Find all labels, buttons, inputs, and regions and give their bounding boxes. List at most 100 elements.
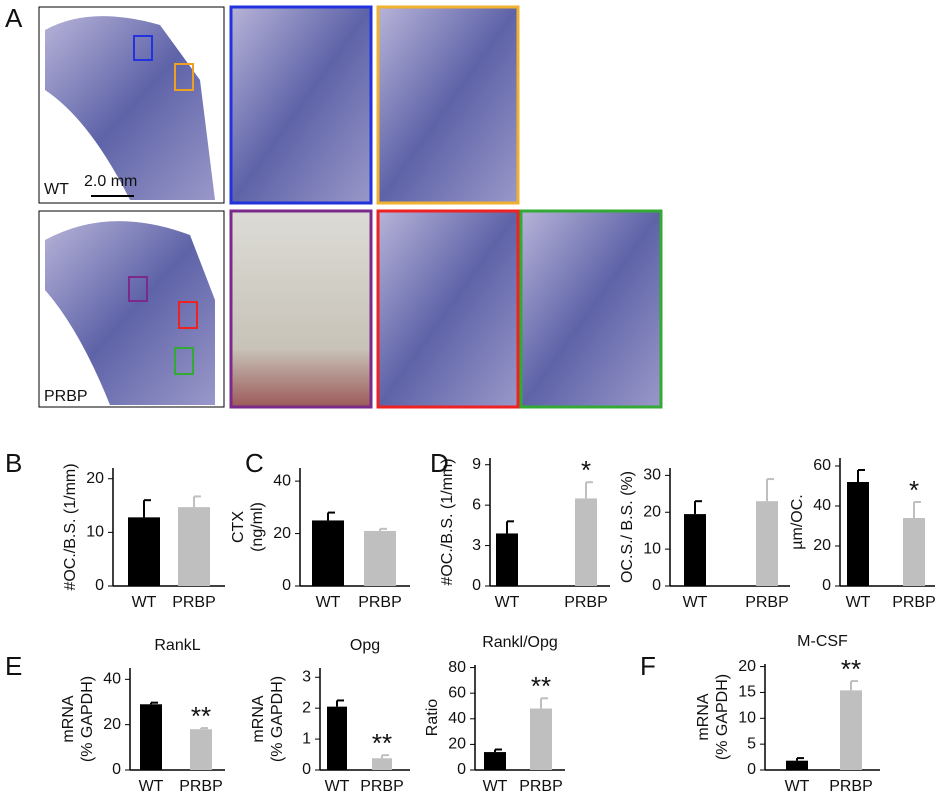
image xyxy=(376,209,520,409)
bar xyxy=(575,498,597,586)
y-tick-label: 3 xyxy=(302,668,311,685)
bar xyxy=(840,690,862,770)
histology-images xyxy=(38,5,663,409)
y-tick-label: 40 xyxy=(273,472,291,489)
bar xyxy=(178,507,210,586)
image xyxy=(229,5,373,205)
y-tick-label: 0 xyxy=(95,577,104,594)
x-tick-label: WT xyxy=(846,594,871,611)
y-tick-label: 20 xyxy=(103,716,121,733)
y-axis-label: Ratio xyxy=(424,699,441,736)
y-axis-label: µm/OC. xyxy=(789,494,806,549)
y-tick-label: 40 xyxy=(448,710,466,727)
image xyxy=(376,5,520,205)
y-tick-label: 20 xyxy=(738,658,756,675)
y-tick-label: 10 xyxy=(643,540,661,557)
panel-letter: E xyxy=(5,651,22,681)
panel-letter: A xyxy=(5,3,23,33)
significance: ** xyxy=(372,728,392,758)
significance: * xyxy=(909,475,919,505)
y-axis-label: CTX xyxy=(230,511,247,543)
y-axis-label: mRNA xyxy=(695,693,712,740)
bar xyxy=(128,517,160,586)
y-tick-label: 6 xyxy=(472,496,481,513)
image-label: PRBP xyxy=(44,388,88,405)
y-tick-label: 30 xyxy=(643,467,661,484)
x-tick-label: WT xyxy=(495,594,520,611)
y-tick-label: 40 xyxy=(813,497,831,514)
x-tick-label: PRBP xyxy=(829,778,873,795)
x-tick-label: WT xyxy=(785,778,810,795)
y-axis-label: (% GAPDH) xyxy=(269,676,286,762)
x-tick-label: PRBP xyxy=(360,778,404,795)
x-tick-label: WT xyxy=(132,594,157,611)
image xyxy=(229,209,373,409)
y-tick-label: 3 xyxy=(472,537,481,554)
y-tick-label: 80 xyxy=(448,659,466,676)
y-tick-label: 40 xyxy=(103,671,121,688)
bar xyxy=(327,706,347,770)
x-tick-label: WT xyxy=(483,778,508,795)
x-tick-label: WT xyxy=(325,778,350,795)
image xyxy=(519,209,663,409)
y-axis-label: mRNA xyxy=(250,695,267,742)
y-tick-label: 2 xyxy=(302,699,311,716)
roi xyxy=(133,35,153,61)
panel-letter: B xyxy=(5,448,22,478)
chart-title: Rankl/Opg xyxy=(482,634,558,651)
y-tick-label: 0 xyxy=(472,577,481,594)
x-tick-label: PRBP xyxy=(519,778,563,795)
bar xyxy=(190,729,212,770)
y-axis-label: OC.S./ B.S. (%) xyxy=(619,471,636,583)
bone-section xyxy=(45,221,215,405)
panel-letter: C xyxy=(245,448,264,478)
image-label: WT xyxy=(44,181,69,198)
chart-title: Opg xyxy=(350,637,380,654)
bar xyxy=(903,518,925,586)
y-tick-label: 0 xyxy=(822,577,831,594)
roi xyxy=(128,276,148,302)
y-tick-label: 0 xyxy=(652,577,661,594)
y-tick-label: 60 xyxy=(813,457,831,474)
bar xyxy=(496,533,518,586)
y-tick-label: 0 xyxy=(282,577,291,594)
significance: * xyxy=(581,455,591,485)
y-tick-label: 0 xyxy=(112,761,121,778)
y-tick-label: 20 xyxy=(643,503,661,520)
bar xyxy=(756,501,778,586)
y-axis-label: (% GAPDH) xyxy=(714,674,731,760)
y-axis-label: (% GAPDH) xyxy=(79,676,96,762)
significance: ** xyxy=(191,701,211,731)
bar xyxy=(530,708,552,770)
x-tick-label: WT xyxy=(316,594,341,611)
y-tick-label: 20 xyxy=(448,736,466,753)
y-tick-label: 20 xyxy=(813,537,831,554)
y-axis-label: mRNA xyxy=(60,695,77,742)
y-tick-label: 15 xyxy=(738,684,756,701)
panel-letter: D xyxy=(430,448,449,478)
panel-letter: F xyxy=(640,651,656,681)
scale-label: 2.0 mm xyxy=(84,173,137,190)
bar xyxy=(786,760,808,770)
x-tick-label: PRBP xyxy=(179,778,223,795)
roi xyxy=(174,63,194,91)
significance: ** xyxy=(531,671,551,701)
y-tick-label: 0 xyxy=(302,761,311,778)
bar xyxy=(140,704,162,770)
significance: ** xyxy=(841,654,861,684)
y-tick-label: 9 xyxy=(472,456,481,473)
bar xyxy=(484,752,506,770)
x-tick-label: WT xyxy=(139,778,164,795)
roi xyxy=(178,301,198,329)
y-tick-label: 5 xyxy=(747,735,756,752)
x-tick-label: WT xyxy=(683,594,708,611)
x-tick-label: PRBP xyxy=(745,594,789,611)
y-tick-label: 60 xyxy=(448,684,466,701)
y-tick-label: 0 xyxy=(457,761,466,778)
y-axis-label: (ng/ml) xyxy=(249,502,266,552)
x-tick-label: PRBP xyxy=(172,594,216,611)
y-tick-label: 1 xyxy=(302,730,311,747)
chart-title: RankL xyxy=(154,637,200,654)
y-tick-label: 20 xyxy=(273,525,291,542)
